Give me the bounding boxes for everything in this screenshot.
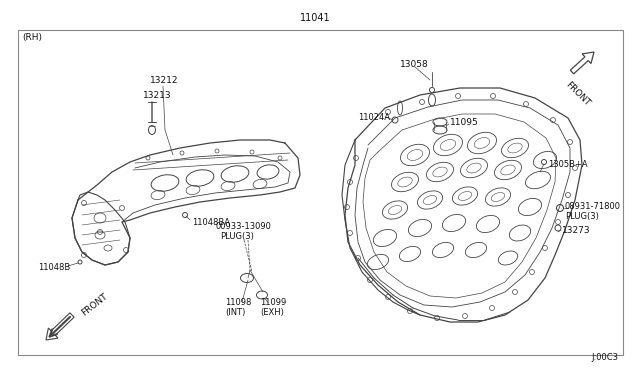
Text: 13058: 13058	[400, 60, 429, 69]
Text: 13213: 13213	[143, 91, 172, 100]
Text: 11024A: 11024A	[358, 113, 390, 122]
Text: FRONT: FRONT	[80, 292, 109, 318]
FancyArrow shape	[570, 52, 594, 74]
FancyArrow shape	[46, 313, 74, 340]
Text: (EXH): (EXH)	[260, 308, 284, 317]
Text: 11099: 11099	[260, 298, 286, 307]
Text: FRONT: FRONT	[564, 80, 592, 108]
Text: 11048BA: 11048BA	[192, 218, 230, 227]
Text: 08931-71800: 08931-71800	[565, 202, 621, 211]
Text: J:00C3: J:00C3	[591, 353, 618, 362]
Text: 11098: 11098	[225, 298, 252, 307]
Text: PLUG(3): PLUG(3)	[220, 232, 254, 241]
Text: PLUG(3): PLUG(3)	[565, 212, 599, 221]
Text: 11048B: 11048B	[38, 263, 70, 272]
Text: 13273: 13273	[562, 226, 591, 235]
Text: 1305B+A: 1305B+A	[548, 160, 588, 169]
Text: (RH): (RH)	[22, 33, 42, 42]
Text: 13212: 13212	[150, 76, 179, 85]
Text: (INT): (INT)	[225, 308, 245, 317]
Text: 00933-13090: 00933-13090	[215, 222, 271, 231]
Bar	[18, 30, 623, 355]
Text: 11041: 11041	[300, 13, 330, 23]
Text: 11095: 11095	[450, 118, 479, 127]
